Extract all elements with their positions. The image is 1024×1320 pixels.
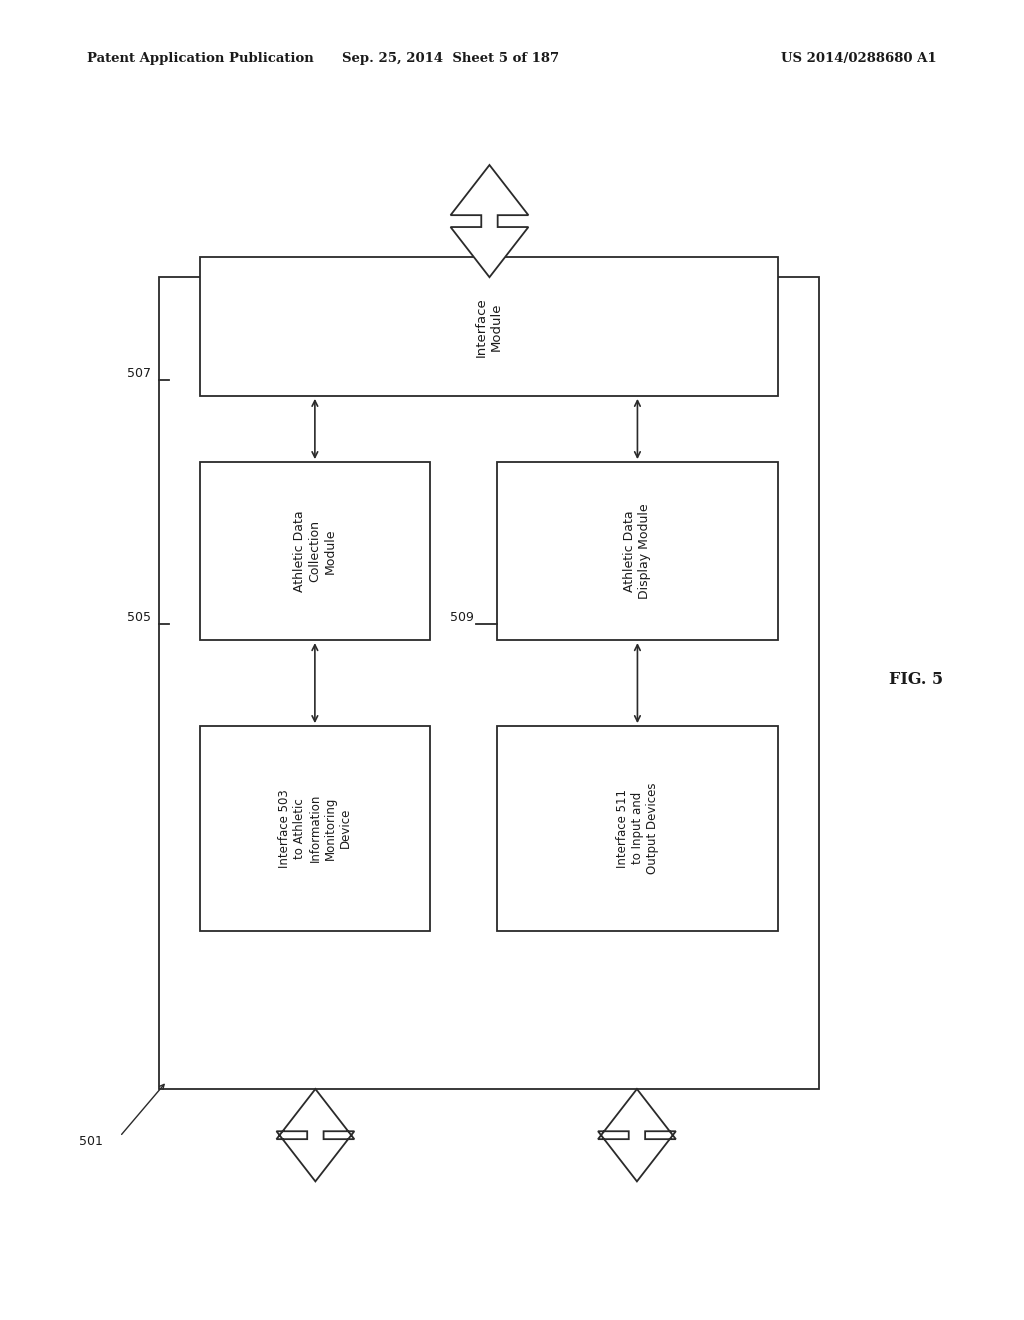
Text: Interface 503
to Athletic
Information
Monitoring
Device: Interface 503 to Athletic Information Mo… — [279, 789, 351, 867]
Text: 507: 507 — [127, 367, 151, 380]
Text: 505: 505 — [127, 611, 151, 624]
Bar — [200, 726, 430, 931]
Bar — [497, 462, 778, 640]
Text: 509: 509 — [451, 611, 474, 624]
Text: Athletic Data
Display Module: Athletic Data Display Module — [624, 503, 651, 599]
Bar — [159, 277, 819, 1089]
Text: FIG. 5: FIG. 5 — [890, 672, 943, 688]
Text: Sep. 25, 2014  Sheet 5 of 187: Sep. 25, 2014 Sheet 5 of 187 — [342, 51, 559, 65]
Text: Interface
Module: Interface Module — [475, 297, 503, 356]
Text: US 2014/0288680 A1: US 2014/0288680 A1 — [781, 51, 937, 65]
Text: Interface 511
to Input and
Output Devices: Interface 511 to Input and Output Device… — [616, 783, 658, 874]
Text: Athletic Data
Collection
Module: Athletic Data Collection Module — [294, 511, 336, 591]
Bar — [200, 462, 430, 640]
Polygon shape — [451, 165, 528, 277]
Text: 501: 501 — [79, 1135, 102, 1148]
Polygon shape — [276, 1089, 354, 1181]
Text: Patent Application Publication: Patent Application Publication — [87, 51, 313, 65]
Polygon shape — [598, 1089, 676, 1181]
Bar — [200, 257, 778, 396]
Bar — [497, 726, 778, 931]
